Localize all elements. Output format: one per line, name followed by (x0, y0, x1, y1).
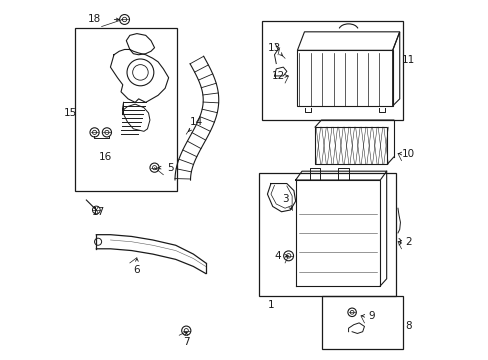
Bar (262, 21, 403, 120)
Text: 11: 11 (401, 55, 414, 65)
Bar (297, 50, 392, 106)
Text: 5: 5 (167, 163, 173, 173)
Text: 10: 10 (401, 149, 414, 158)
Text: 3: 3 (281, 194, 288, 204)
Text: 6: 6 (133, 265, 140, 275)
Bar (322, 296, 403, 349)
Bar (75, 28, 177, 190)
Text: 13: 13 (267, 43, 281, 53)
Text: 16: 16 (98, 152, 112, 162)
Text: 12: 12 (271, 71, 284, 81)
Text: 8: 8 (405, 321, 411, 332)
Text: 17: 17 (91, 207, 104, 217)
Text: 9: 9 (367, 311, 374, 321)
Bar (314, 127, 386, 164)
Text: 7: 7 (183, 337, 189, 347)
Text: 15: 15 (64, 108, 78, 118)
Text: 2: 2 (405, 237, 411, 247)
Text: 18: 18 (88, 14, 101, 24)
Text: 4: 4 (274, 251, 281, 261)
Bar (258, 173, 395, 296)
Text: 1: 1 (267, 300, 274, 310)
Text: 14: 14 (190, 117, 203, 127)
